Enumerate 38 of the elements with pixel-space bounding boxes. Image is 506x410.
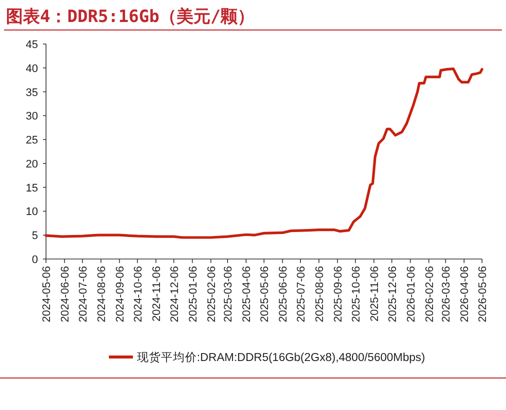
x-tick-label: 2025-02-06 [206, 266, 218, 322]
x-tick-label: 2026-05-06 [477, 266, 489, 322]
y-tick-label: 10 [26, 206, 38, 218]
x-tick-label: 2025-07-06 [295, 266, 308, 322]
x-tick-label: 2025-10-06 [350, 266, 362, 322]
x-tick-label: 2025-03-06 [222, 266, 235, 322]
legend-label: 现货平均价:DRAM:DDR5(16Gb(2Gx8),4800/5600Mbps) [136, 351, 426, 364]
legend: 现货平均价:DRAM:DDR5(16Gb(2Gx8),4800/5600Mbps) [108, 352, 426, 364]
x-tick-label: 2025-01-06 [187, 266, 200, 322]
x-tick-label: 2025-04-06 [241, 266, 254, 322]
x-tick-label: 2024-06-06 [60, 266, 72, 322]
y-tick-label: 25 [26, 134, 38, 147]
x-tick-label: 2025-12-06 [386, 266, 399, 322]
y-tick-label: 45 [26, 39, 38, 51]
x-tick-label: 2026-01-06 [405, 266, 418, 322]
y-tick-label: 20 [26, 158, 38, 170]
x-tick-label: 2024-05-06 [41, 266, 53, 322]
x-tick-label: 2026-04-06 [459, 266, 472, 322]
x-tick-label: 2025-09-06 [332, 266, 344, 322]
x-tick-label: 2026-02-06 [424, 266, 436, 322]
x-tick-label: 2025-05-06 [259, 266, 271, 322]
x-tick-label: 2024-08-06 [96, 266, 108, 322]
x-tick-label: 2025-11-06 [368, 266, 381, 322]
y-tick-label: 30 [26, 110, 38, 123]
x-tick-label: 2024-10-06 [132, 266, 144, 322]
x-tick-label: 2025-06-06 [278, 266, 290, 322]
y-tick-label: 35 [26, 86, 38, 99]
y-tick-label: 5 [32, 230, 38, 242]
x-tick-label: 2024-11-06 [150, 266, 163, 322]
x-tick-label: 2026-03-06 [440, 266, 453, 322]
x-tick-label: 2024-07-06 [77, 266, 90, 322]
x-tick-label: 2025-08-06 [314, 266, 326, 322]
y-tick-label: 0 [32, 254, 38, 266]
y-tick-label: 15 [26, 182, 38, 194]
x-tick-label: 2024-12-06 [168, 266, 181, 322]
y-tick-label: 40 [26, 62, 38, 75]
x-tick-label: 2024-09-06 [114, 266, 126, 322]
chart-title: 图表4：DDR5:16Gb（美元/颗） [6, 7, 255, 27]
